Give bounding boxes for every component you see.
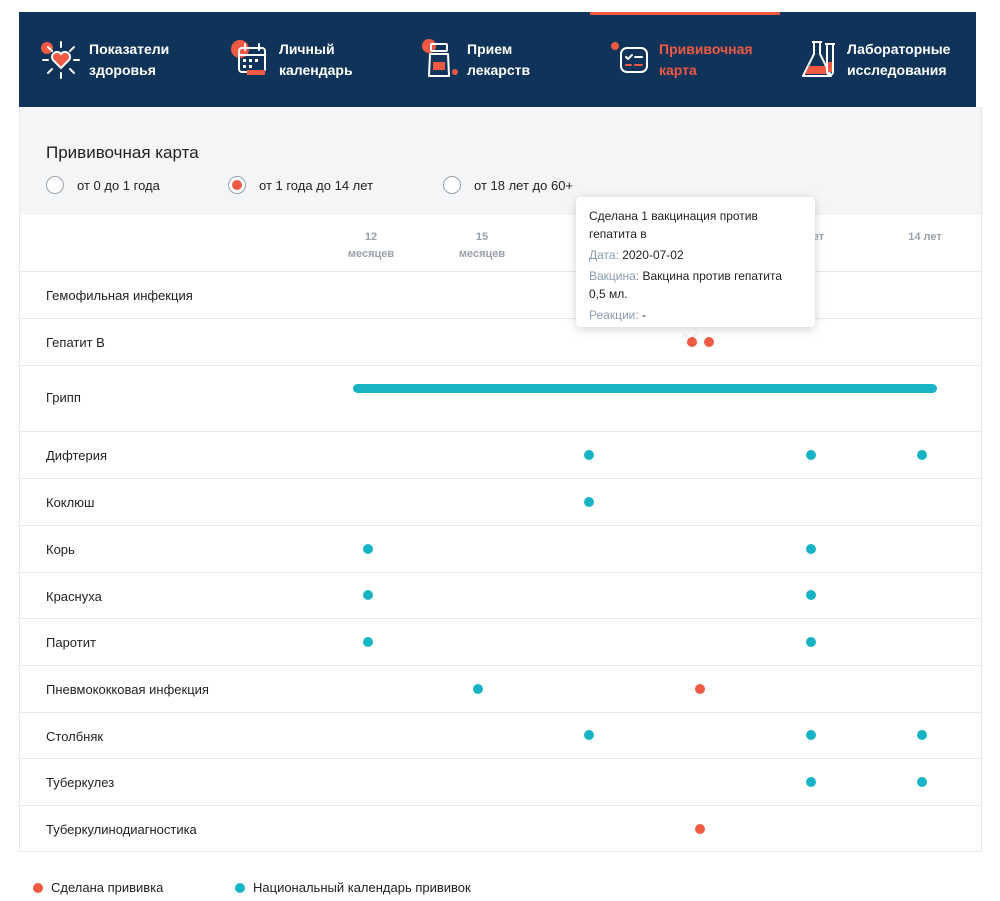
national-calendar-dot[interactable] [806,590,816,600]
vaccine-row-pneumococcal: Пневмококковая инфекция [20,665,981,712]
national-calendar-dot[interactable] [473,684,483,694]
vaccine-row-hepatitis-b: Гепатит В [20,318,981,365]
lab-flask-icon [795,36,843,84]
vaccination-done-dot[interactable] [687,337,697,347]
vaccination-done-dot[interactable] [695,824,705,834]
vaccine-name: Гепатит В [46,335,105,350]
vaccine-row-tetanus: Столбняк [20,712,981,758]
vaccine-name: Коклюш [46,495,95,510]
vaccine-name: Туберкулинодиагностика [46,822,197,837]
age-group-radio-0-1[interactable]: от 0 до 1 года [46,176,160,194]
age-group-radio-1-14[interactable]: от 1 года до 14 лет [228,176,373,194]
vaccine-name: Грипп [46,390,81,405]
panel-header: Прививочная карта от 0 до 1 года от 1 го… [20,107,981,215]
vaccine-row-flu: Грипп [20,365,981,431]
vaccine-name: Туберкулез [46,775,115,790]
radio-circle-selected [228,176,246,194]
tooltip-vaccine-label: Вакцина: [589,269,640,283]
age-group-radio-18-60[interactable]: от 18 лет до 60+ [443,176,573,194]
column-header-12-months: 12 месяцев [326,229,416,263]
tooltip-date-value: 2020-07-02 [622,248,684,262]
legend-label: Национальный календарь прививок [253,880,471,895]
top-navigation: Показатели здоровья Личный календарь [19,12,976,107]
radio-label: от 18 лет до 60+ [474,177,574,193]
tooltip-reactions-value: - [642,308,647,322]
tooltip-reactions-line: Реакции: - [589,306,802,324]
column-header-line: месяцев [347,248,395,260]
vaccination-tooltip: Сделана 1 вакцинация против гепатита в Д… [576,197,815,327]
column-header-line: 14 лет [908,231,942,243]
heart-health-icon [37,36,85,84]
vaccine-row-tuberculin-test: Туберкулинодиагностика [20,805,981,852]
vaccination-done-dot[interactable] [704,337,714,347]
radio-label: от 0 до 1 года [77,177,160,193]
vaccine-name: Дифтерия [46,448,108,463]
vaccine-row-mumps: Паротит [20,618,981,665]
national-calendar-dot[interactable] [917,730,927,740]
tooltip-title: Сделана 1 вакцинация против гепатита в [589,209,758,241]
national-calendar-dot[interactable] [584,497,594,507]
national-calendar-dot[interactable] [917,777,927,787]
vaccination-card-icon [607,36,655,84]
tooltip-vaccine-value: Вакцина против гепатита 0,5 мл. [589,269,783,301]
legend-national-dot [235,882,245,893]
national-calendar-dot[interactable] [363,544,373,554]
vaccine-row-tuberculosis: Туберкулез [20,758,981,805]
national-calendar-dot[interactable] [917,450,927,460]
radio-circle [443,176,461,194]
nav-item-health-indicators[interactable]: Показатели здоровья [37,12,169,107]
column-header-line: 12 [364,231,378,243]
legend-national-calendar: Национальный календарь прививок [235,880,471,895]
nav-item-laboratory-tests[interactable]: Лабораторные исследования [795,12,950,107]
column-header-line: 15 [475,231,489,243]
national-calendar-dot[interactable] [584,730,594,740]
national-calendar-dot[interactable] [363,590,373,600]
vaccine-row-diphtheria: Дифтерия [20,431,981,478]
column-header-line: месяцев [458,248,506,260]
vaccine-name: Столбняк [46,729,104,744]
calendar-icon [227,36,275,84]
national-calendar-range-bar[interactable] [353,384,937,393]
national-calendar-dot[interactable] [806,730,816,740]
vaccine-row-measles: Корь [20,525,981,572]
tooltip-date-line: Дата: 2020-07-02 [589,246,802,264]
national-calendar-dot[interactable] [806,777,816,787]
legend-vaccination-done: Сделана прививка [33,880,163,895]
vaccine-name: Корь [46,542,75,557]
legend-done-dot [33,882,43,893]
vaccine-name: Пневмококковая инфекция [46,682,209,697]
vaccine-row-rubella: Краснуха [20,572,981,618]
tooltip-vaccine-line: Вакцина: Вакцина против гепатита 0,5 мл. [589,267,802,303]
nav-item-label: Лабораторные исследования [847,40,951,78]
page-title: Прививочная карта [46,143,199,162]
vaccine-name: Паротит [46,635,96,650]
national-calendar-dot[interactable] [806,450,816,460]
national-calendar-dot[interactable] [806,544,816,554]
tooltip-reactions-label: Реакции: [589,308,639,322]
vaccine-row-pertussis: Коклюш [20,478,981,525]
active-tab-indicator [590,12,780,15]
nav-item-medicine-intake[interactable]: Прием лекарств [415,12,530,107]
medicine-bottle-icon [415,36,463,84]
nav-item-vaccination-card[interactable]: Прививочная карта [607,12,753,107]
vaccine-row-hib: Гемофильная инфекция [20,271,981,318]
nav-item-personal-calendar[interactable]: Личный календарь [227,12,353,107]
national-calendar-dot[interactable] [363,637,373,647]
column-header-14-years: 14 лет [880,229,970,246]
tooltip-date-label: Дата: [589,248,619,262]
vaccination-done-dot[interactable] [695,684,705,694]
nav-item-label: Личный календарь [279,40,353,78]
national-calendar-dot[interactable] [584,450,594,460]
radio-circle [46,176,64,194]
radio-label: от 1 года до 14 лет [259,177,374,193]
national-calendar-dot[interactable] [806,637,816,647]
legend-label: Сделана прививка [51,880,164,895]
nav-item-label: Прививочная карта [659,40,753,78]
nav-item-label: Показатели здоровья [89,40,170,78]
column-header-15-months: 15 месяцев [437,229,527,263]
vaccine-name: Гемофильная инфекция [46,288,193,303]
vaccination-card-panel: Прививочная карта от 0 до 1 года от 1 го… [19,107,982,852]
nav-item-label: Прием лекарств [467,40,531,78]
vaccine-name: Краснуха [46,589,102,604]
